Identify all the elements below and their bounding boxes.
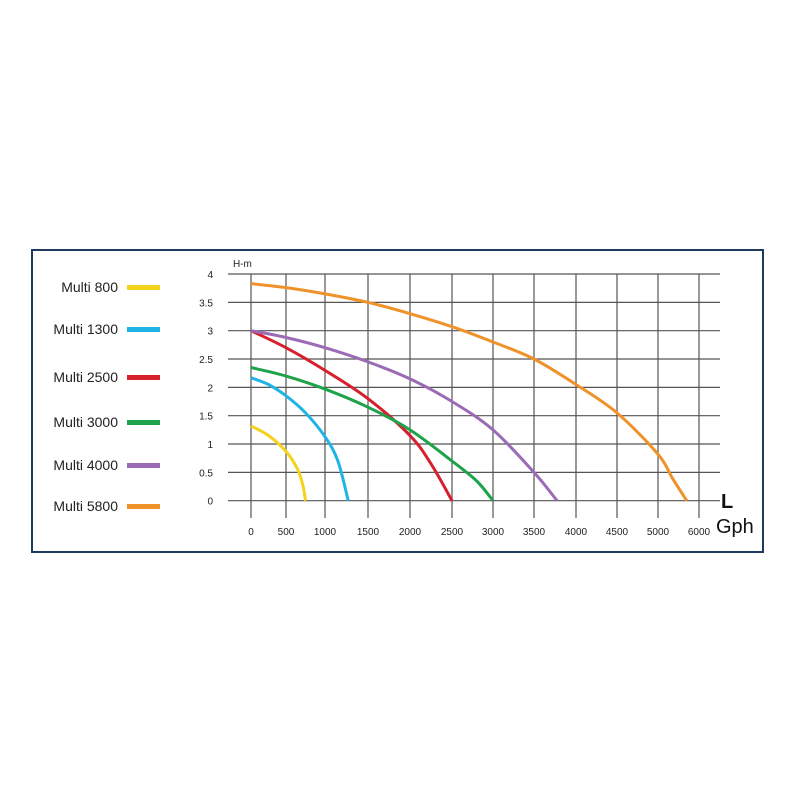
x-tick-label: 6000 [688, 527, 711, 538]
x-tick-label: 3500 [523, 527, 546, 538]
curve-multi-5800 [250, 282, 688, 502]
y-tick-label: 1 [207, 440, 213, 451]
x-tick-label: 4000 [565, 527, 588, 538]
y-tick-label: 2 [207, 383, 213, 394]
x-tick-label: 4500 [606, 527, 629, 538]
chart-frame [31, 249, 764, 553]
legend-label-multi-5800: Multi 5800 [53, 498, 118, 514]
y-tick-label: 3 [207, 327, 213, 338]
y-tick-label: 2.5 [199, 355, 213, 366]
x-tick-label: 2500 [441, 527, 464, 538]
legend-swatch-multi-4000 [127, 463, 160, 468]
y-axis-label: H-m [233, 259, 252, 270]
x-tick-label: 1500 [357, 527, 380, 538]
x-tick-label: 5000 [647, 527, 670, 538]
legend-swatch-multi-5800 [127, 504, 160, 509]
legend-label-multi-800: Multi 800 [61, 279, 118, 295]
y-tick-label: 3.5 [199, 298, 213, 309]
legend-label-multi-3000: Multi 3000 [53, 414, 118, 430]
legend-swatch-multi-800 [127, 285, 160, 290]
y-tick-label: 4 [207, 270, 213, 281]
x-tick-label: 500 [278, 527, 295, 538]
legend-label-multi-2500: Multi 2500 [53, 369, 118, 385]
legend-label-multi-1300: Multi 1300 [53, 321, 118, 337]
legend-swatch-multi-3000 [127, 420, 160, 425]
curve-multi-2500 [250, 329, 454, 502]
curve-multi-4000 [250, 329, 559, 502]
legend-swatch-multi-2500 [127, 375, 160, 380]
y-tick-label: 0.5 [199, 468, 213, 479]
x-tick-label: 2000 [399, 527, 422, 538]
x-axis-unit-gph: Gph [716, 516, 754, 538]
curve-multi-3000 [250, 366, 495, 502]
legend-label-multi-4000: Multi 4000 [53, 457, 118, 473]
x-axis-unit-l: L [721, 491, 733, 513]
x-tick-label: 0 [248, 527, 254, 538]
x-tick-label: 3000 [482, 527, 505, 538]
x-tick-label: 1000 [314, 527, 337, 538]
y-tick-label: 0 [207, 497, 213, 508]
legend-swatch-multi-1300 [127, 327, 160, 332]
curve-multi-1300 [250, 376, 350, 502]
curve-multi-800 [250, 424, 307, 501]
y-tick-label: 1.5 [199, 412, 213, 423]
